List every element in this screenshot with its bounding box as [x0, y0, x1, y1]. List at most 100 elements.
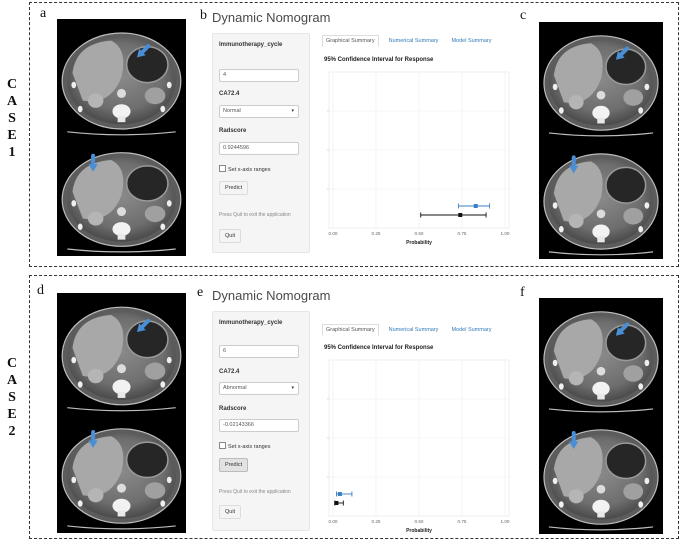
radscore-input[interactable]: 0.9244596: [219, 142, 299, 155]
panel-letter-e: e: [197, 285, 204, 300]
ct-scan-svg: [61, 152, 182, 253]
ca724-select[interactable]: Normal ▾: [219, 105, 299, 118]
x-axis-label: Probability: [406, 240, 432, 246]
annotation-arrow-icon: [88, 430, 98, 449]
immunotherapy-input[interactable]: 4: [219, 69, 299, 82]
case-label-letter: E: [7, 128, 17, 143]
x-tick-label: 0.25: [372, 231, 381, 236]
tab-graphical-summary[interactable]: Graphical Summary: [322, 324, 379, 336]
ct-image-d-bottom: [57, 415, 186, 533]
case-2-label: C A S E 2: [0, 355, 24, 440]
case-label-letter: A: [6, 373, 18, 388]
checkbox-label: Set x-axis ranges: [228, 167, 271, 173]
tab-numerical-summary[interactable]: Numerical Summary: [388, 38, 439, 44]
x-tick-label: 1.00: [501, 519, 510, 524]
x-tick-label: 0.25: [372, 519, 381, 524]
ct-image-d-top: [57, 293, 186, 415]
predict-button[interactable]: Predict: [219, 458, 249, 472]
panel-letter-f: f: [520, 285, 525, 300]
ct-image-f-top: [539, 298, 663, 416]
x-tick-label: 0.50: [415, 519, 424, 524]
annotation-arrow-icon: [569, 155, 579, 174]
radscore-label: Radscore: [219, 406, 247, 412]
ca724-select-value: Abnormal: [223, 385, 247, 391]
ci-point: [337, 492, 342, 496]
ca724-select[interactable]: Abnormal ▾: [219, 382, 299, 395]
panel-letter-d: d: [37, 283, 44, 298]
ci-chart-svg: 0.00 0.25 0.50 0.75 1.00 Probability: [327, 359, 510, 534]
caret-down-icon: ▾: [291, 108, 294, 114]
quit-button[interactable]: Quit: [219, 229, 242, 243]
nomogram-app-case-1: Dynamic Nomogram Immunotherapy_cycle 4 C…: [212, 10, 530, 255]
ct-scan-svg: [543, 35, 659, 137]
immunotherapy-input[interactable]: 6: [219, 345, 299, 358]
immunotherapy-label: Immunotherapy_cycle: [219, 320, 283, 326]
tab-bar: Graphical Summary Numerical Summary Model …: [322, 35, 501, 49]
ci-point: [334, 501, 339, 505]
ct-image-a-top: [57, 19, 186, 139]
chart-title: 95% Confidence Interval for Response: [324, 57, 434, 63]
panel-letter-b: b: [200, 8, 207, 23]
ct-scan-svg: [61, 32, 182, 136]
x-tick-label: 0.75: [458, 519, 467, 524]
annotation-arrow-icon: [136, 44, 151, 58]
ct-image-c-bottom: [539, 140, 663, 259]
ca724-label: CA72.4: [219, 369, 240, 375]
case-1-frame: [29, 2, 679, 267]
x-tick-label: 1.00: [501, 231, 510, 236]
sidebar: Immunotherapy_cycle 4 CA72.4 Normal ▾ Rad…: [212, 33, 310, 253]
ci-series-1: [334, 500, 344, 506]
caret-down-icon: ▾: [291, 385, 294, 391]
radscore-input[interactable]: -0.02143366: [219, 419, 299, 432]
ct-scan-svg: [543, 153, 659, 256]
annotation-arrow-icon: [615, 322, 630, 336]
case-label-letter: A: [6, 94, 18, 109]
case-label-letter: C: [6, 77, 18, 92]
x-axis-label: Probability: [406, 528, 432, 534]
case-label-letter: S: [8, 111, 16, 126]
x-tick-label: 0.50: [415, 231, 424, 236]
quit-button[interactable]: Quit: [219, 505, 242, 519]
x-axis-range-checkbox[interactable]: Set x-axis ranges: [219, 442, 271, 450]
x-tick-label: 0.75: [458, 231, 467, 236]
tab-model-summary[interactable]: Model Summary: [451, 327, 492, 333]
quit-hint: Press Quit to exit the application: [219, 489, 291, 495]
tab-numerical-summary[interactable]: Numerical Summary: [388, 327, 439, 333]
tab-model-summary[interactable]: Model Summary: [451, 38, 492, 44]
case-label-letter: 2: [8, 424, 16, 439]
case-2-frame: [29, 275, 679, 539]
ct-image-c-top: [539, 22, 663, 140]
panel-letter-a: a: [40, 6, 47, 21]
case-label-letter: E: [7, 407, 17, 422]
x-axis-range-checkbox[interactable]: Set x-axis ranges: [219, 165, 271, 173]
ca724-select-value: Normal: [223, 108, 241, 114]
annotation-arrow-icon: [136, 318, 151, 333]
x-tick-label: 0.00: [329, 519, 338, 524]
tab-graphical-summary[interactable]: Graphical Summary: [322, 35, 379, 47]
case-label-letter: C: [6, 356, 18, 371]
annotation-arrow-icon: [88, 153, 98, 172]
nomogram-app-case-2: Dynamic Nomogram Immunotherapy_cycle 6 C…: [212, 288, 530, 534]
annotation-arrow-icon: [569, 431, 579, 450]
ct-scan-svg: [543, 429, 659, 531]
checkbox-label: Set x-axis ranges: [228, 444, 271, 450]
ci-point: [473, 204, 478, 208]
ct-scan-svg: [61, 306, 182, 412]
quit-hint: Press Quit to exit the application: [219, 212, 291, 218]
ci-chart: 0.00 0.25 0.50 0.75 1.00 Probability: [319, 70, 519, 253]
panel-letter-c: c: [520, 8, 527, 23]
annotation-arrow-icon: [615, 46, 630, 60]
ci-point: [458, 213, 463, 217]
case-label-letter: 1: [8, 145, 16, 160]
tab-bar: Graphical Summary Numerical Summary Model …: [322, 324, 501, 338]
case-label-letter: S: [8, 390, 16, 405]
ci-chart: 0.00 0.25 0.50 0.75 1.00 Probability: [319, 358, 519, 541]
ci-series-1: [420, 212, 487, 218]
app-title: Dynamic Nomogram: [212, 288, 331, 303]
ca724-label: CA72.4: [219, 91, 240, 97]
checkbox-icon: [219, 442, 226, 449]
predict-button[interactable]: Predict: [219, 181, 249, 195]
checkbox-icon: [219, 165, 226, 172]
radscore-label: Radscore: [219, 128, 247, 134]
ct-scan-svg: [61, 428, 182, 530]
